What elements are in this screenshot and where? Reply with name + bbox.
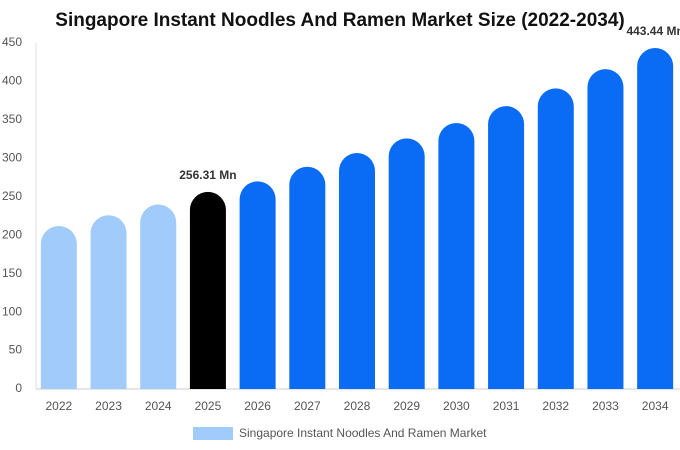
data-label: 256.31 Mn [179,168,236,182]
x-tick-label: 2022 [45,399,72,413]
y-tick-label: 0 [15,381,22,395]
y-tick-label: 300 [2,151,22,165]
y-tick-label: 350 [2,112,22,126]
y-tick-label: 50 [9,343,23,357]
x-tick-label: 2034 [642,399,669,413]
bar [40,225,77,389]
data-label: 443.44 Mn [626,24,680,38]
bar [189,191,226,389]
x-tick-label: 2027 [294,399,321,413]
bar [637,48,674,389]
bar [90,215,127,389]
y-tick-label: 100 [2,304,22,318]
legend-swatch [193,427,233,440]
bar [488,106,525,390]
x-tick-label: 2023 [95,399,122,413]
x-tick-label: 2024 [145,399,172,413]
bar [587,69,624,390]
x-tick-label: 2025 [195,399,222,413]
chart-title: Singapore Instant Noodles And Ramen Mark… [55,10,624,31]
x-tick-label: 2029 [393,399,420,413]
bar [388,138,425,389]
bar [239,181,276,389]
x-tick-label: 2028 [344,399,371,413]
bar [140,204,177,389]
x-tick-label: 2030 [443,399,470,413]
x-tick-label: 2033 [592,399,619,413]
legend-label: Singapore Instant Noodles And Ramen Mark… [239,426,487,440]
y-tick-label: 250 [2,189,22,203]
bar [339,152,375,389]
x-tick-label: 2026 [244,399,271,413]
bar [537,88,574,389]
x-tick-label: 2032 [542,399,569,413]
bar [289,166,326,389]
y-tick-label: 200 [2,227,22,241]
x-tick-label: 2031 [493,399,520,413]
y-tick-label: 150 [2,266,22,280]
bar [438,122,475,390]
y-tick-label: 400 [2,74,22,88]
y-tick-label: 450 [2,35,22,49]
